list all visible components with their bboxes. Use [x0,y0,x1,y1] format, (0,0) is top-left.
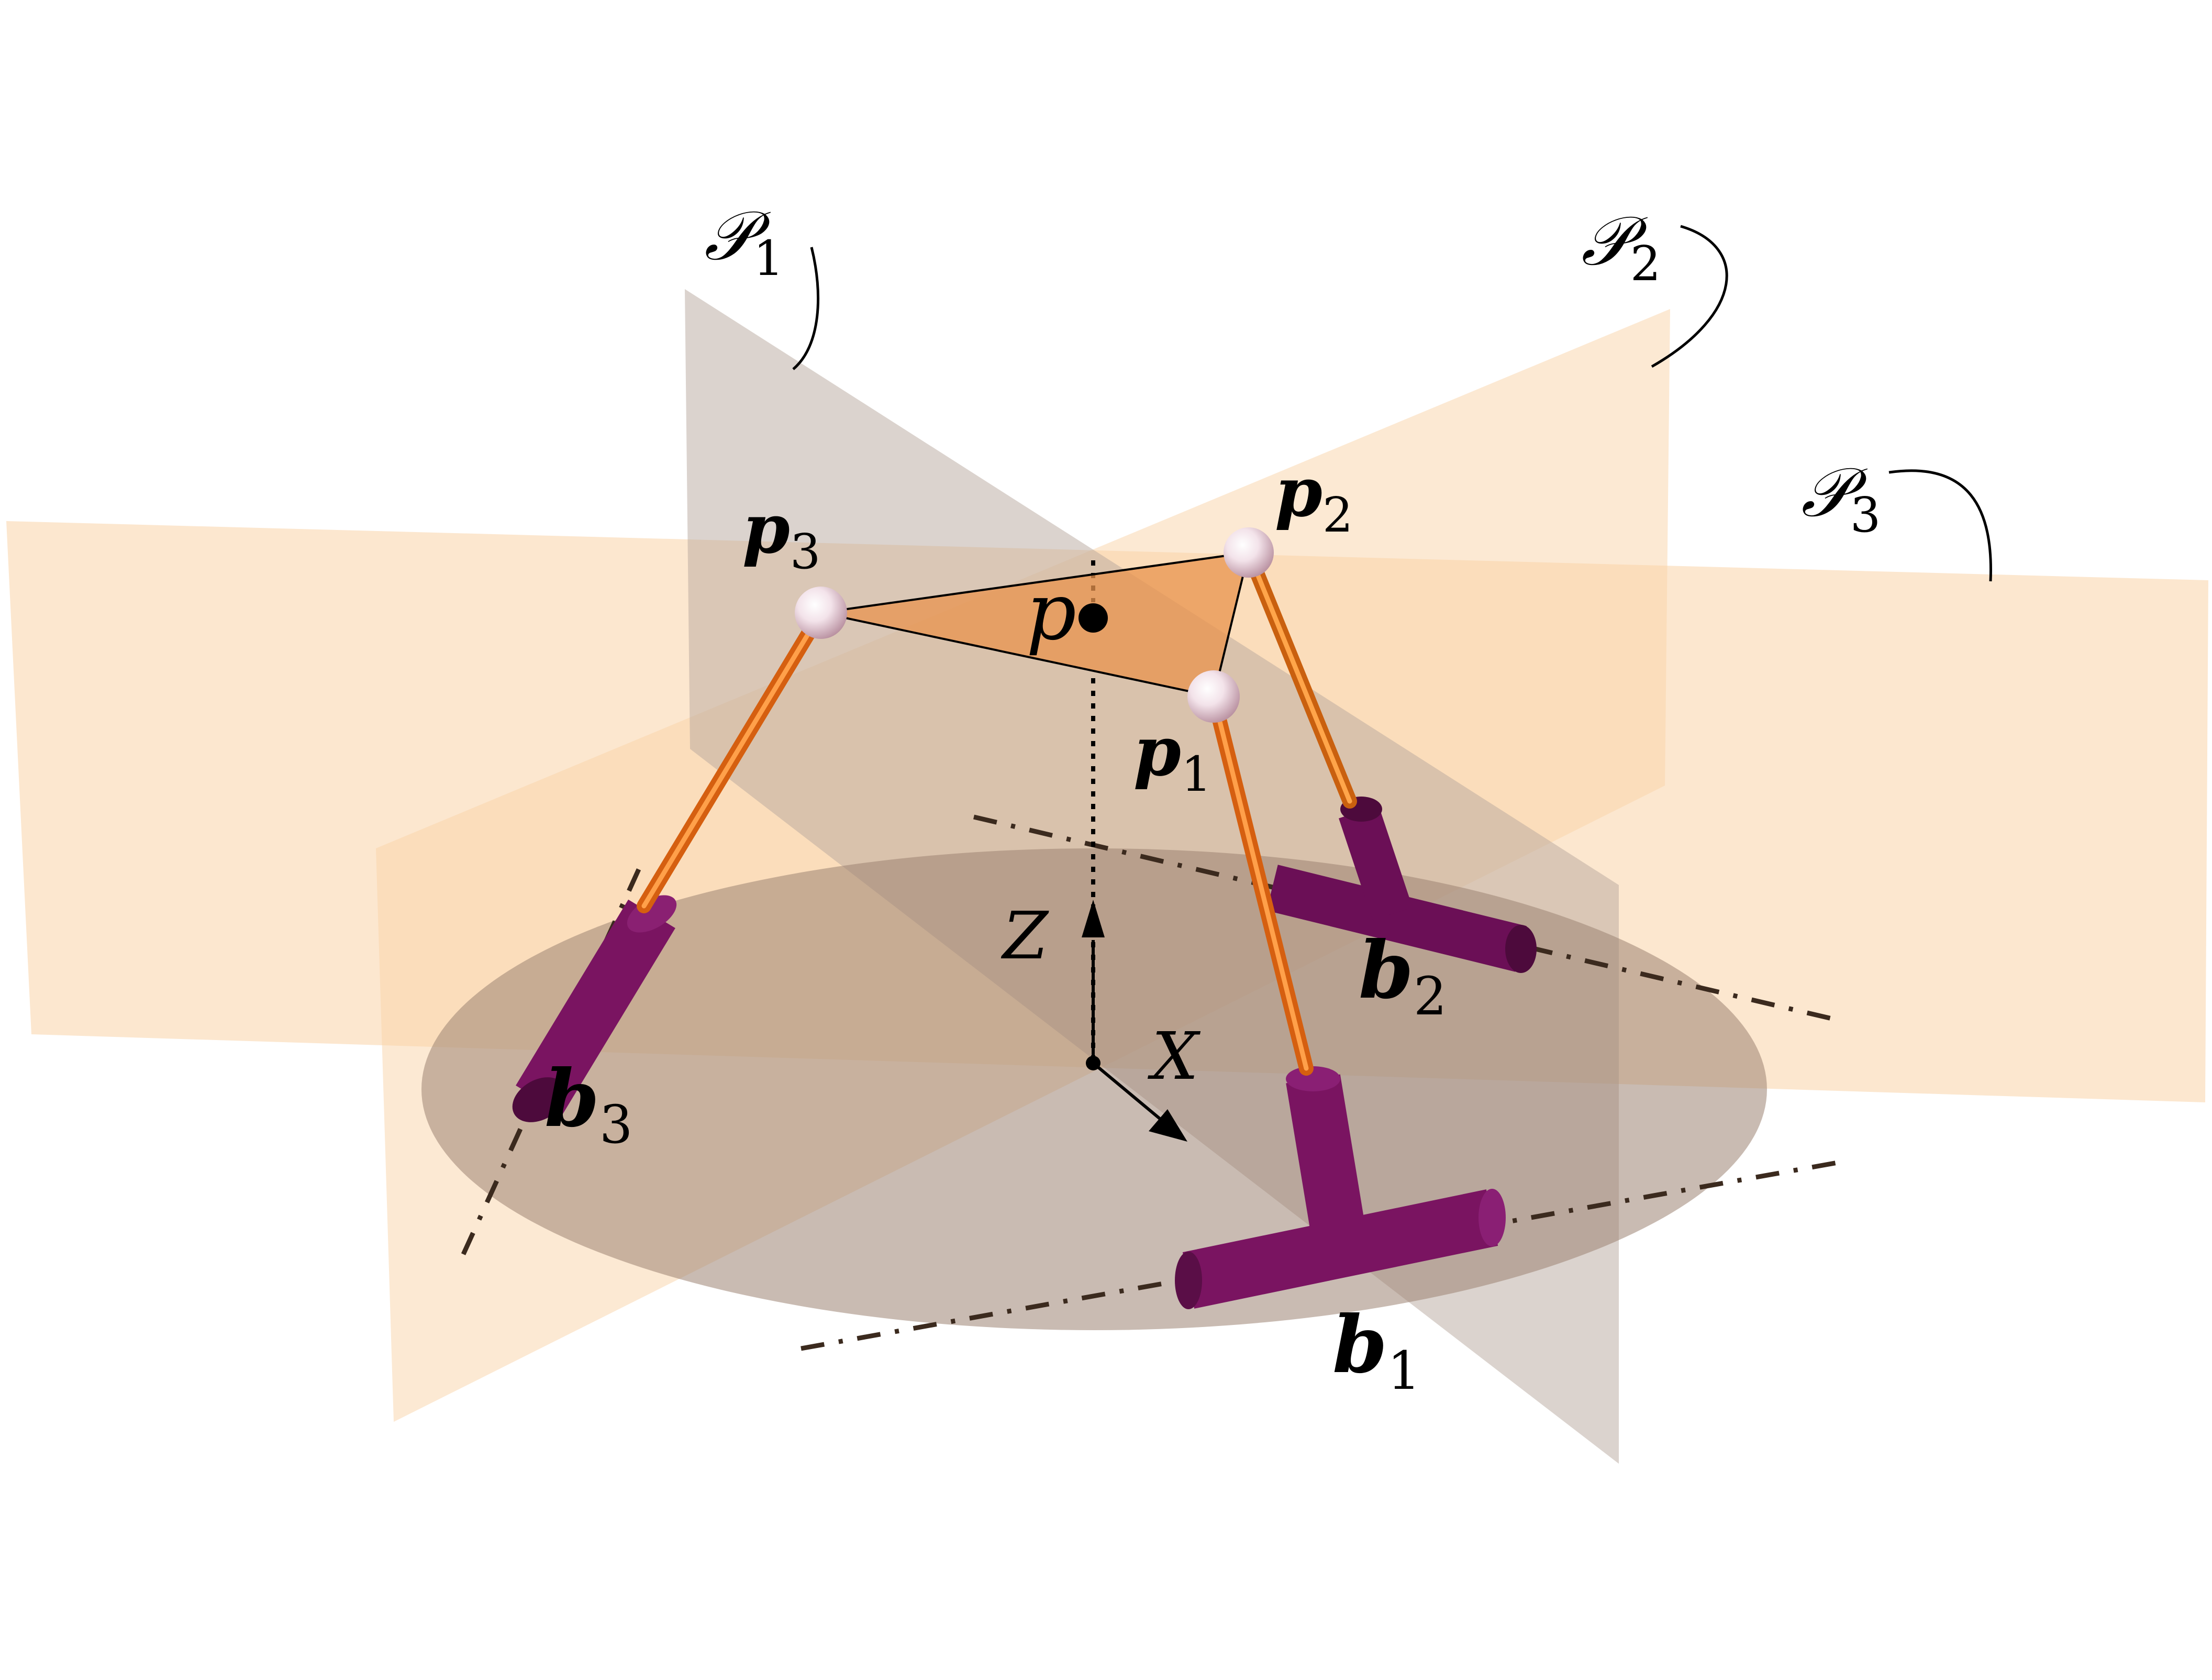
callout-p1 [792,247,820,370]
label-plane-p3: 𝒫3 [1801,452,1881,543]
rod-1-highlight [1211,694,1309,1071]
label-axis-x: X [1147,1019,1201,1095]
joint-p1 [1187,670,1240,723]
rod-2-highlight [1246,550,1352,804]
joint-p2 [1224,527,1274,578]
label-b3: b3 [544,1053,633,1155]
actuator-b1 [1175,1066,1506,1309]
callout-p3 [1888,469,1992,582]
joint-p3 [795,587,847,639]
point-p [1079,603,1108,633]
origin-dot [1086,1056,1101,1070]
callouts [792,225,1992,582]
label-axis-z: Z [1001,898,1049,974]
z-arrow [1082,900,1105,1063]
label-plane-p2: 𝒫2 [1581,201,1661,292]
rods [637,545,1357,1076]
x-arrow [1092,1062,1187,1142]
label-p1: p1 [1133,711,1211,802]
label-b2: b2 [1359,924,1447,1027]
actuator-b3 [512,895,677,1122]
label-b1: b1 [1332,1299,1421,1401]
platform-triangle [820,551,1250,698]
label-p: p [1026,567,1076,658]
guide-line-b2 [973,814,1844,1024]
callout-p2 [1651,225,1728,368]
label-p3: p3 [742,489,820,580]
label-p2: p2 [1275,452,1353,543]
rod-3-highlight [641,610,824,909]
label-plane-p1: 𝒫1 [704,196,784,286]
